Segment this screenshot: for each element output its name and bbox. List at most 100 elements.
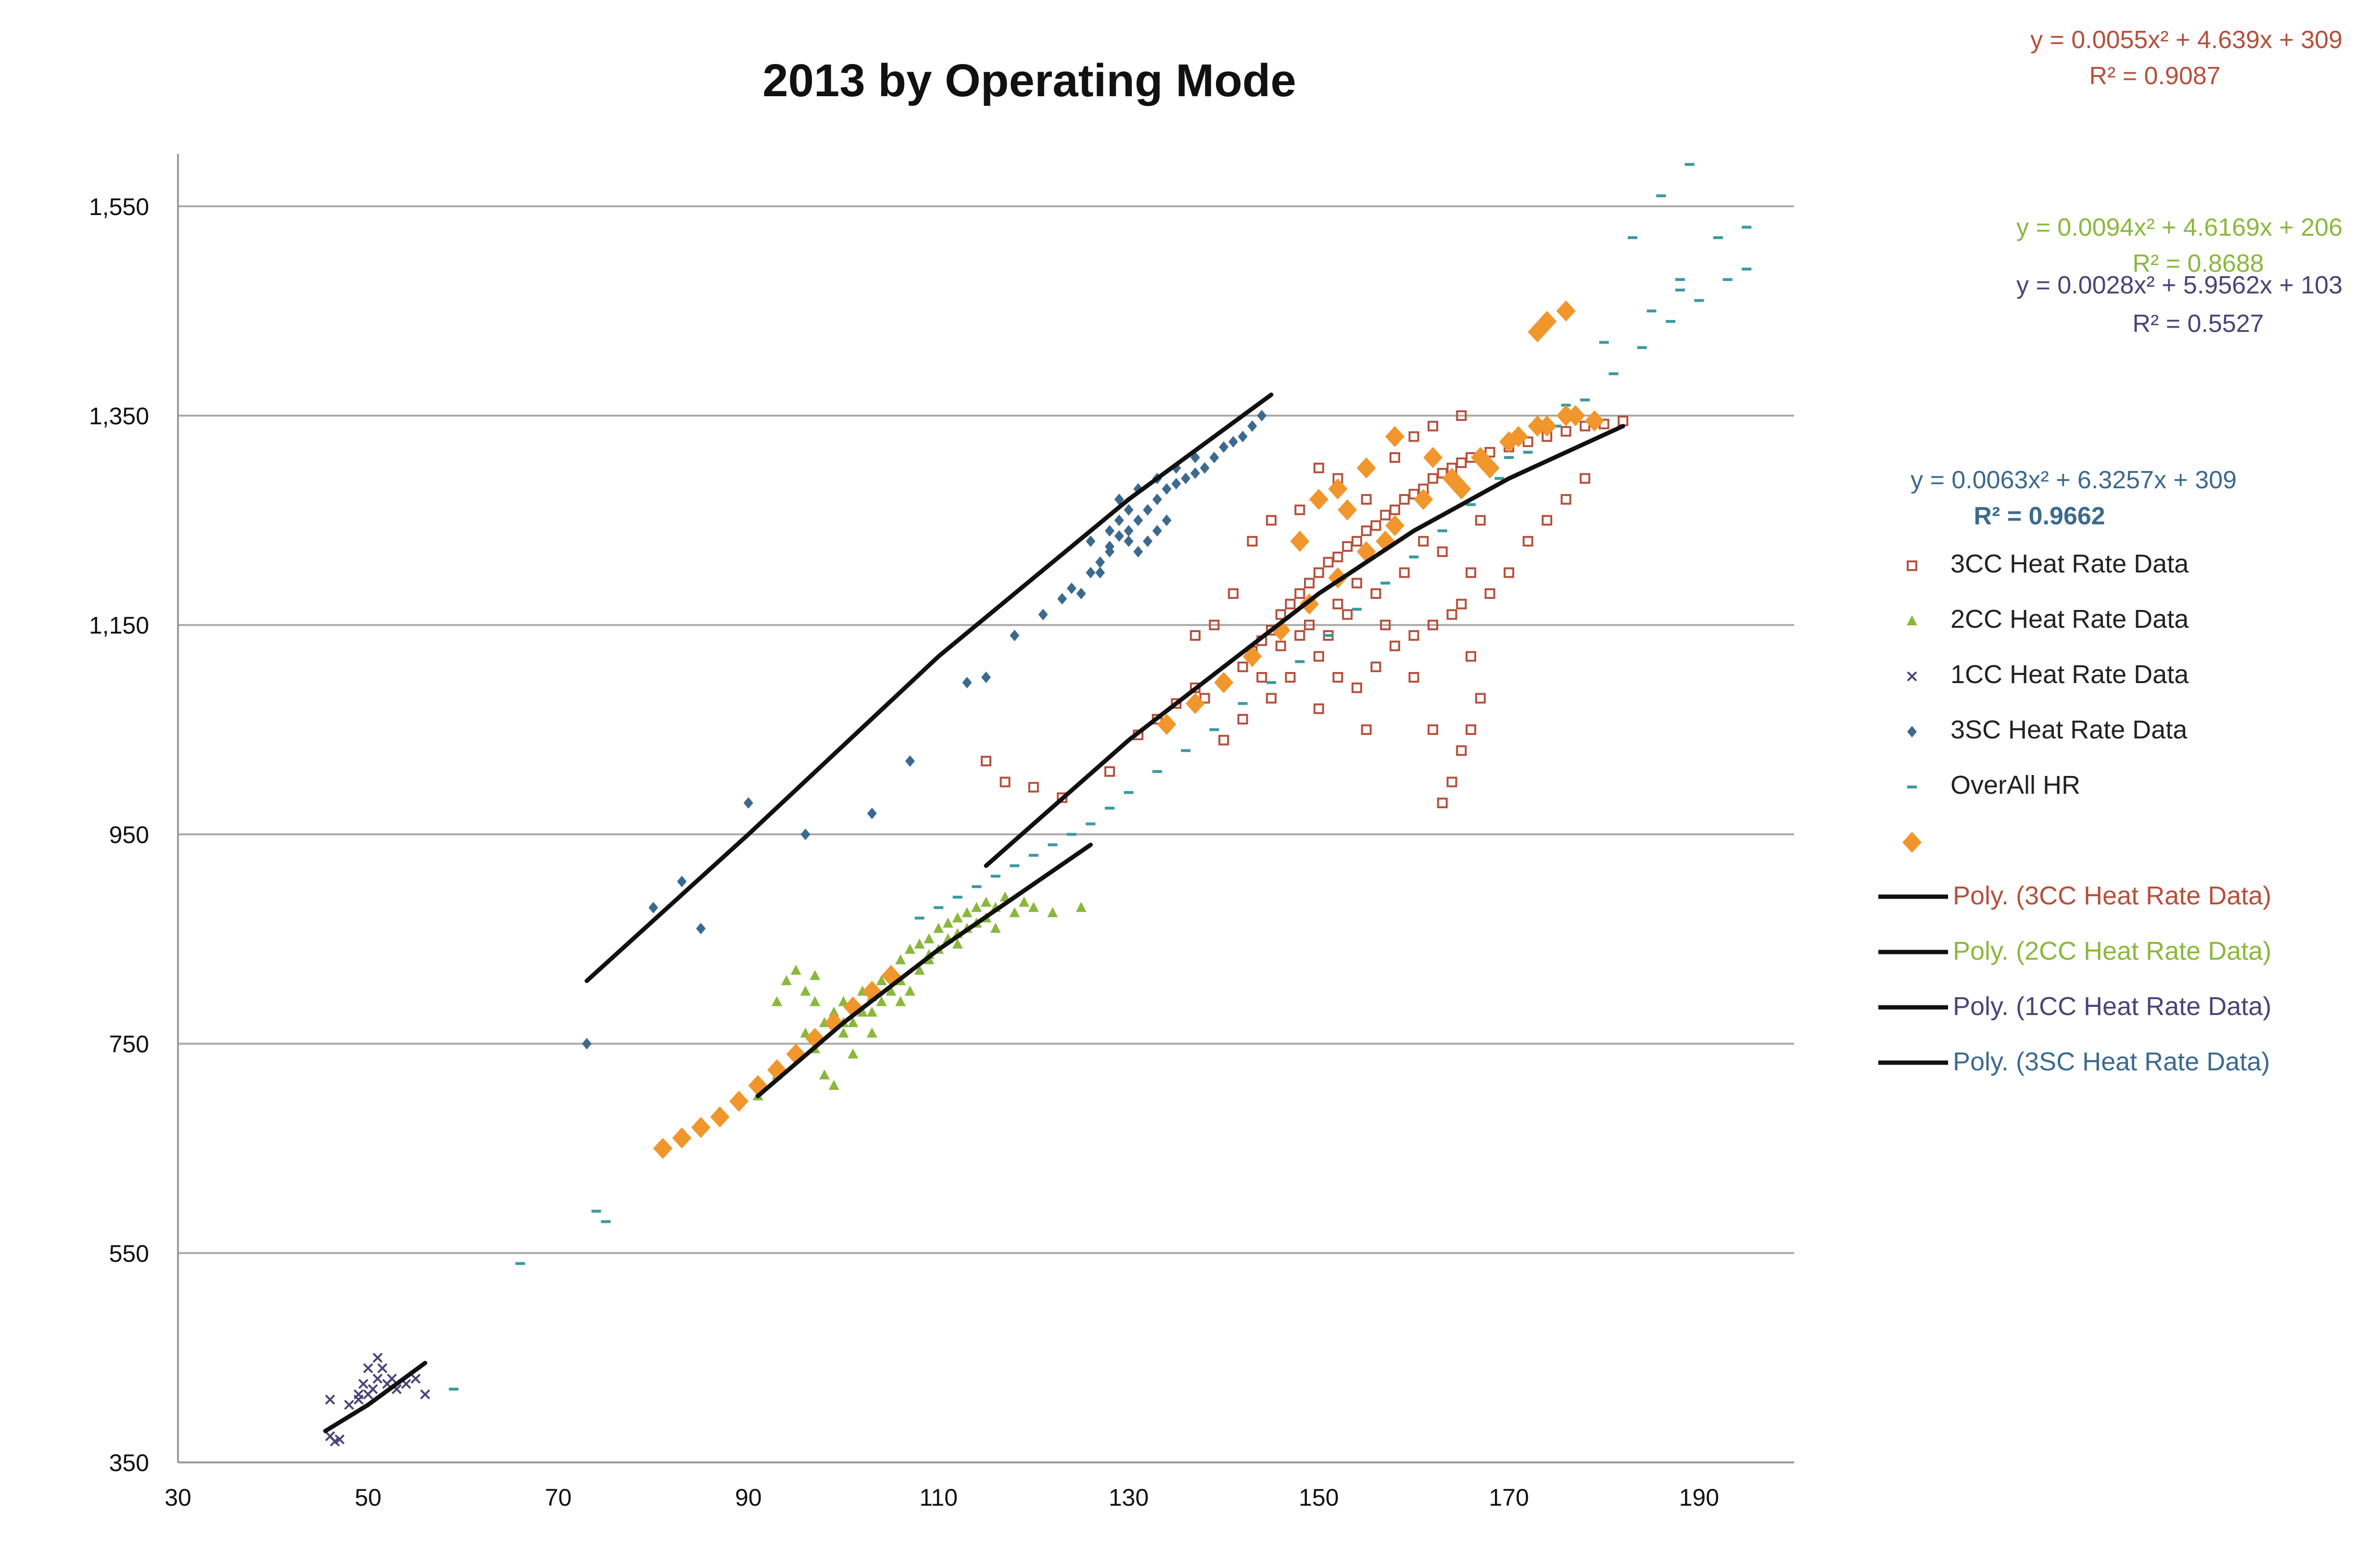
data-point <box>1104 766 1115 777</box>
data-point <box>1637 346 1647 349</box>
data-point <box>1466 651 1476 662</box>
data-point <box>1209 452 1219 464</box>
data-point <box>1352 608 1362 611</box>
data-point <box>1356 457 1376 479</box>
data-point <box>1466 724 1476 735</box>
trendline-r2: R² = 0.9087 <box>2089 62 2220 90</box>
data-point <box>648 901 658 914</box>
data-point <box>838 1027 849 1038</box>
data-point <box>1162 514 1172 526</box>
trendline-equation: y = 0.0063x² + 6.3257x + 309 <box>1911 466 2237 494</box>
data-point <box>1057 593 1067 605</box>
trendline-equation: y = 0.0094x² + 4.6169x + 206 <box>2016 214 2342 241</box>
data-point <box>934 906 944 909</box>
data-point <box>1907 786 1917 788</box>
data-point <box>800 1027 811 1038</box>
legend-entry: OverAll HR <box>1907 771 2080 800</box>
data-point <box>1086 567 1096 579</box>
data-point <box>1342 609 1353 620</box>
legend: 3CC Heat Rate Data 2CC Heat Rate Data 1CC … <box>1878 549 2271 1076</box>
data-point <box>1418 536 1429 547</box>
data-point <box>1328 478 1348 500</box>
data-point <box>905 755 915 767</box>
data-point <box>1742 226 1752 229</box>
data-point <box>1446 776 1457 787</box>
data-point <box>1332 551 1343 562</box>
trendline-1 <box>756 842 1093 1098</box>
data-point <box>1157 713 1177 735</box>
data-point <box>1584 410 1604 432</box>
data-point <box>372 1352 383 1363</box>
data-point <box>895 996 906 1006</box>
data-point <box>1599 341 1609 344</box>
data-point <box>1152 525 1162 537</box>
data-point <box>810 970 821 980</box>
data-point <box>1295 660 1305 663</box>
data-point <box>962 907 973 917</box>
y-tick-label: 1,350 <box>89 403 149 430</box>
data-point <box>1219 441 1229 453</box>
data-point <box>1494 477 1505 480</box>
data-point <box>1380 582 1391 585</box>
data-point <box>1209 620 1220 631</box>
axes <box>177 154 1794 1463</box>
data-point <box>1304 620 1315 631</box>
data-point <box>1456 745 1467 756</box>
data-point <box>672 1127 692 1149</box>
data-point <box>876 996 887 1006</box>
data-point <box>1095 556 1105 568</box>
data-point <box>1124 791 1134 794</box>
x-tick-label: 190 <box>1679 1484 1719 1511</box>
legend-entry: 1CC Heat Rate Data <box>1907 660 2189 689</box>
data-point <box>1566 405 1585 426</box>
data-point <box>1256 672 1267 683</box>
legend-entry: 3SC Heat Rate Data <box>1907 715 2188 744</box>
data-point <box>1237 714 1248 725</box>
data-point <box>1466 503 1476 506</box>
data-point <box>358 1379 368 1389</box>
data-point <box>1408 672 1419 683</box>
data-point <box>1028 901 1039 912</box>
data-point <box>696 923 706 935</box>
y-tick-labels: 350 550 750 950 1,150 1,350 1,550 <box>89 193 149 1476</box>
data-point <box>1666 320 1676 323</box>
data-point <box>1143 535 1152 547</box>
data-point <box>1694 299 1704 302</box>
data-point <box>1313 462 1324 473</box>
data-point <box>1209 728 1219 731</box>
data-point <box>848 1017 859 1028</box>
data-point <box>1437 546 1448 557</box>
data-point <box>972 885 982 889</box>
data-point <box>1560 426 1571 437</box>
data-point <box>1475 693 1486 704</box>
data-point <box>1275 609 1286 620</box>
data-point <box>1409 555 1419 559</box>
data-point <box>334 1434 345 1445</box>
data-point <box>1580 473 1591 484</box>
data-point <box>1124 535 1134 547</box>
data-point <box>838 996 849 1006</box>
data-point <box>1399 567 1410 578</box>
data-point <box>952 895 962 899</box>
trendline-3 <box>584 393 1274 983</box>
data-point <box>1294 630 1305 641</box>
data-point <box>971 901 982 912</box>
data-point <box>1902 832 1922 853</box>
legend-entry: 3CC Heat Rate Data <box>1907 549 2189 578</box>
data-point <box>1000 891 1011 901</box>
data-point <box>1019 896 1030 907</box>
data-point <box>1181 749 1191 752</box>
x-tick-label: 130 <box>1109 1484 1149 1511</box>
data-point <box>1389 640 1400 651</box>
data-point <box>1437 529 1447 533</box>
data-point <box>1028 782 1039 793</box>
data-point <box>1742 267 1752 271</box>
data-point <box>1508 426 1528 447</box>
series-5 <box>653 300 1604 1159</box>
data-point <box>1266 515 1277 526</box>
data-point <box>1560 494 1571 505</box>
data-point <box>1114 530 1124 542</box>
legend-trend-entry: Poly. (2CC Heat Rate Data) <box>1878 937 2271 965</box>
data-point <box>1332 598 1343 609</box>
